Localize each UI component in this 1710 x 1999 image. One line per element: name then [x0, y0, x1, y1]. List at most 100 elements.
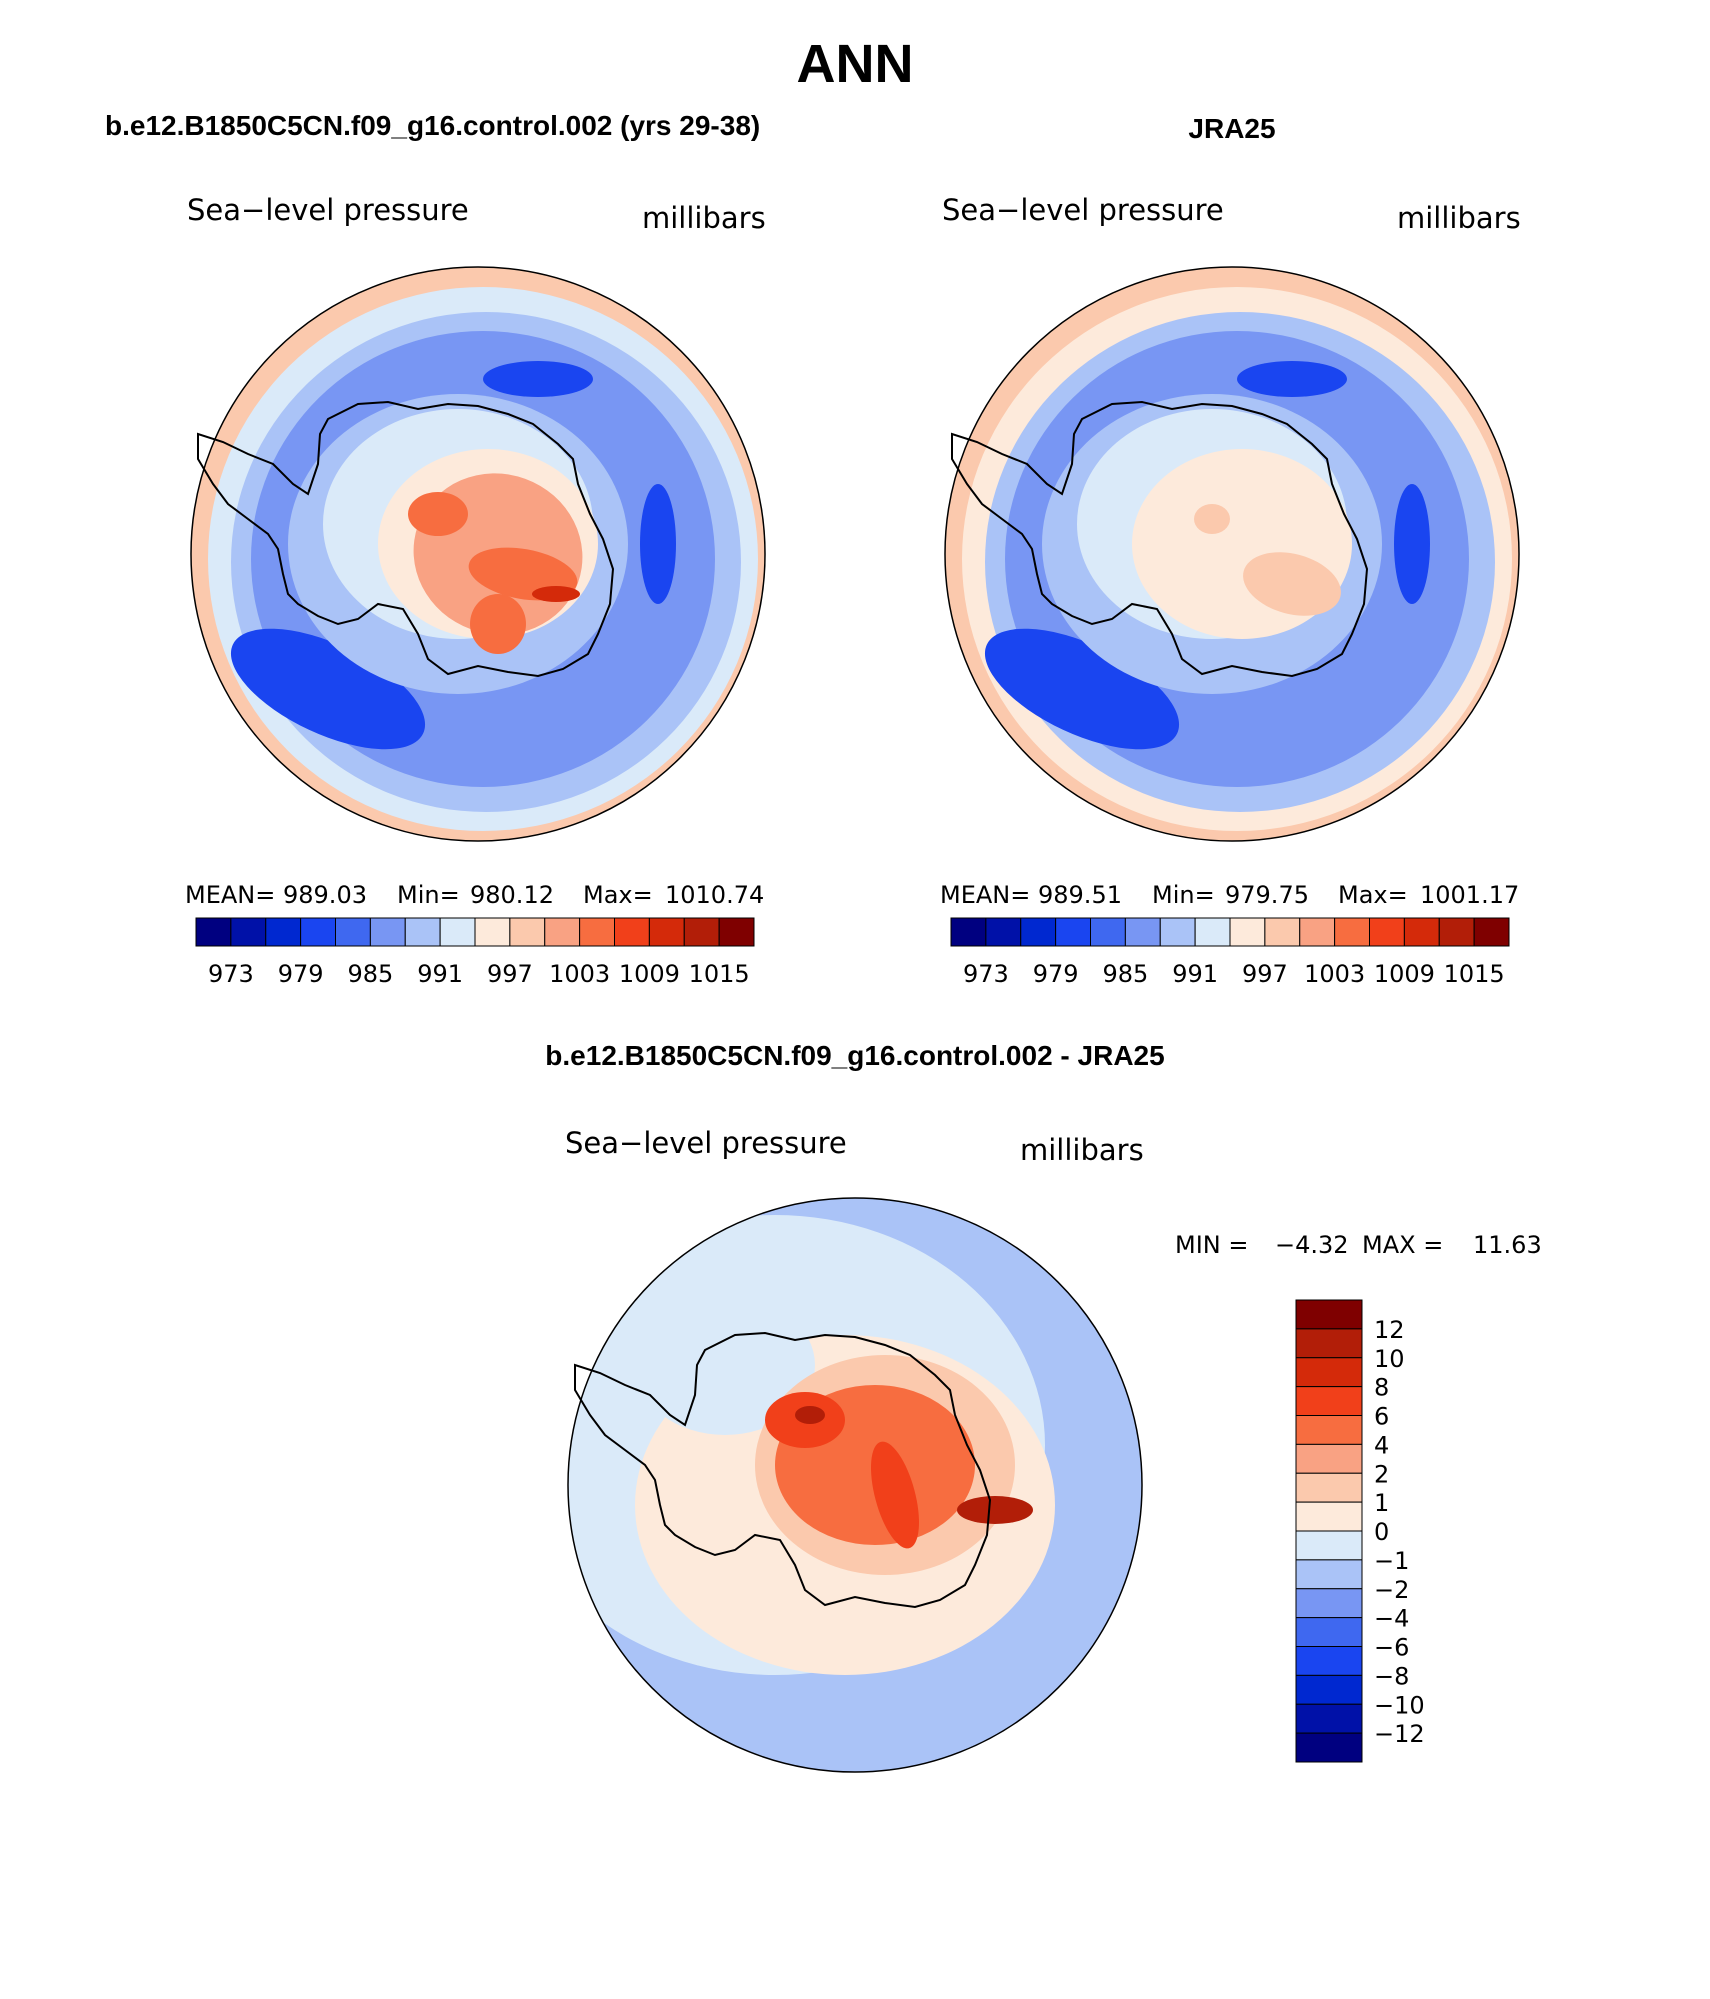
colorbar-tick-label: −2	[1374, 1576, 1409, 1604]
colorbar-swatch	[369, 917, 406, 947]
contour-band-maximum	[532, 586, 580, 602]
contour-band-interior-high	[470, 594, 526, 654]
contour-band-minimum	[483, 361, 593, 397]
map-border	[567, 1197, 1143, 1773]
colorbar-tick-label: 991	[1172, 960, 1218, 988]
colorbar-swatch	[1369, 917, 1405, 947]
colorbar-swatch	[265, 917, 302, 947]
colorbar-swatch	[648, 917, 685, 947]
colorbar-swatch	[1295, 1415, 1363, 1445]
colorbar-tick-label: −4	[1374, 1605, 1409, 1633]
panel-2-heading: JRA25	[1188, 113, 1275, 144]
colorbar-swatch	[1295, 1617, 1363, 1647]
colorbar-tick-label: 4	[1374, 1431, 1389, 1459]
colorbar-swatch	[614, 917, 650, 947]
colorbar-tick-label: 1015	[1444, 960, 1505, 988]
panel-3-min-label: MIN =	[1175, 1231, 1248, 1259]
contour-band-maximum	[795, 1406, 825, 1424]
colorbar-swatch	[718, 917, 755, 947]
colorbar-swatch	[1473, 917, 1510, 947]
colorbar-tick-label: 1003	[549, 960, 610, 988]
colorbar-tick-label: 997	[487, 960, 533, 988]
panel-1-colorbar: 973 979 985 991 997 1003 1009 1015	[195, 917, 755, 988]
colorbar-tick-label: −1	[1374, 1547, 1409, 1575]
colorbar-swatch	[1295, 1732, 1363, 1763]
figure-title: ANN	[797, 34, 914, 94]
contour-band-minimum	[984, 628, 1180, 750]
colorbar-tick-label: 1015	[689, 960, 750, 988]
panel-1-min-label: Min=	[397, 881, 460, 909]
colorbar-tick-label: −10	[1374, 1691, 1425, 1719]
panel-3-units-label: millibars	[1020, 1133, 1144, 1167]
colorbar-swatch	[300, 917, 336, 947]
colorbar-tick-label: −8	[1374, 1662, 1409, 1690]
panel-2-variable-label: Sea−level pressure	[942, 193, 1224, 227]
map-field	[568, 1198, 1142, 1772]
colorbar-tick-label: 985	[1102, 960, 1148, 988]
contour-band-plateau-high	[871, 1441, 919, 1549]
colorbar-swatch	[985, 917, 1022, 947]
coastline	[951, 400, 1369, 678]
panel-2-colorbar: 973 979 985 991 997 1003 1009 1015	[950, 917, 1510, 988]
colorbar-tick-label: 973	[963, 960, 1009, 988]
panel-1-variable-label: Sea−level pressure	[187, 193, 469, 227]
colorbar-swatch	[1438, 917, 1475, 947]
contour-band-minimum	[230, 628, 426, 750]
colorbar-swatch	[439, 917, 476, 947]
panel-1-map	[190, 266, 766, 842]
colorbar-swatch	[509, 917, 546, 947]
colorbar-tick-label: 6	[1374, 1403, 1389, 1431]
colorbar-swatch	[1159, 917, 1196, 947]
panel-3-min-value: −4.32	[1275, 1231, 1349, 1259]
panel-2-min-value: 979.75	[1225, 881, 1309, 909]
colorbar-swatch	[1295, 1472, 1363, 1503]
colorbar-swatch	[1299, 917, 1336, 947]
contour-band-minimum	[1237, 361, 1347, 397]
colorbar-swatch	[474, 917, 511, 947]
coastline	[197, 400, 615, 678]
panel-1-min-value: 980.12	[470, 881, 554, 909]
panel-1-heading: b.e12.B1850C5CN.f09_g16.control.002 (yrs…	[105, 110, 760, 141]
colorbar-tick-label: 12	[1374, 1316, 1405, 1344]
contour-band-maximum	[957, 1496, 1033, 1524]
colorbar-swatch	[1055, 917, 1091, 947]
panel-3-max-value: 11.63	[1473, 1231, 1542, 1259]
map-border	[190, 266, 766, 842]
colorbar-tick-label: 2	[1374, 1460, 1389, 1488]
colorbar-swatch	[1295, 1559, 1363, 1590]
colorbar-swatch	[1295, 1443, 1363, 1474]
colorbar-swatch	[1090, 917, 1126, 947]
map-border	[944, 266, 1520, 842]
colorbar-swatch	[1020, 917, 1057, 947]
panel-1-mean-label: MEAN=	[185, 881, 275, 909]
panel-3-heading: b.e12.B1850C5CN.f09_g16.control.002 - JR…	[545, 1040, 1164, 1071]
panel-2-units-label: millibars	[1397, 201, 1521, 235]
coastline	[574, 1331, 992, 1609]
panel-2-max-label: Max=	[1338, 881, 1408, 909]
colorbar-swatch	[1295, 1328, 1363, 1359]
colorbar-swatch	[1194, 917, 1231, 947]
colorbar-swatch	[1124, 917, 1161, 947]
colorbar-swatch	[1403, 917, 1440, 947]
map-field	[945, 267, 1519, 841]
colorbar-tick-label: 8	[1374, 1374, 1389, 1402]
panel-1-max-label: Max=	[583, 881, 653, 909]
colorbar-swatch	[1229, 917, 1266, 947]
colorbar-swatch	[1295, 1674, 1363, 1705]
panel-2-max-value: 1001.17	[1420, 881, 1519, 909]
panel-3-max-label: MAX =	[1362, 1231, 1443, 1259]
colorbar-swatch	[1264, 917, 1301, 947]
colorbar-tick-label: 979	[1033, 960, 1079, 988]
panel-2-min-label: Min=	[1152, 881, 1215, 909]
colorbar-tick-label: 1	[1374, 1489, 1389, 1517]
panel-2-map	[944, 266, 1520, 842]
colorbar-tick-label: −12	[1374, 1720, 1425, 1748]
contour-band-maximum	[1194, 504, 1230, 534]
colorbar-tick-label: 1009	[1374, 960, 1435, 988]
colorbar-tick-label: 985	[347, 960, 393, 988]
colorbar-swatch	[950, 917, 987, 947]
colorbar-swatch	[1295, 1530, 1363, 1561]
